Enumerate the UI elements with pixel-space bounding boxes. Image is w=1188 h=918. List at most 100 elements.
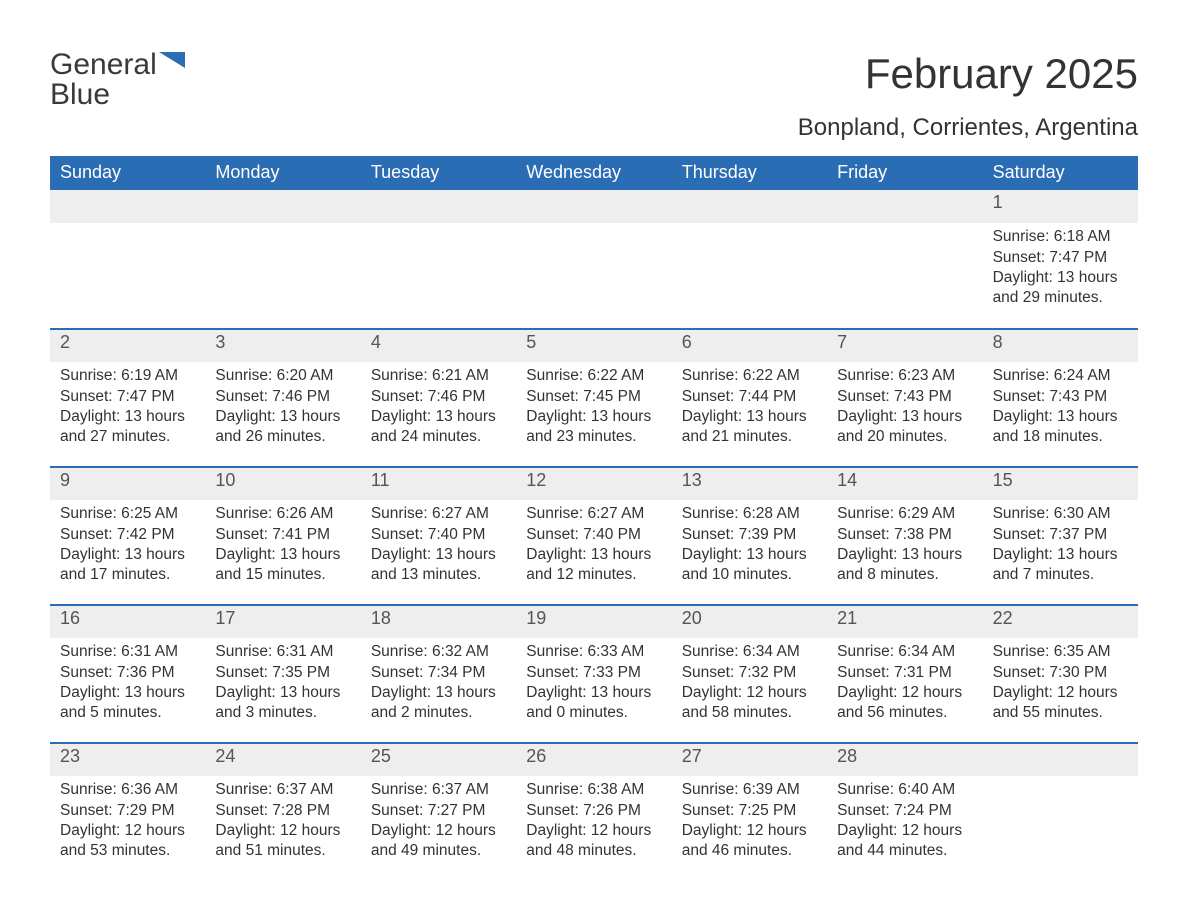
day-sunset: Sunset: 7:27 PM: [371, 801, 506, 821]
day-daylight1: Daylight: 13 hours: [215, 545, 350, 565]
day-number: [672, 190, 827, 223]
day-sunrise: Sunrise: 6:24 AM: [993, 366, 1128, 386]
day-cell: Sunrise: 6:33 AMSunset: 7:33 PMDaylight:…: [516, 638, 671, 738]
day-number: 3: [205, 330, 360, 362]
day-number: 24: [205, 744, 360, 776]
day-number: [827, 190, 982, 223]
day-daylight2: and 51 minutes.: [215, 841, 350, 861]
day-sunset: Sunset: 7:40 PM: [526, 525, 661, 545]
day-daylight1: Daylight: 13 hours: [993, 268, 1128, 288]
day-sunset: Sunset: 7:31 PM: [837, 663, 972, 683]
day-cell: [205, 223, 360, 324]
day-daylight1: Daylight: 13 hours: [526, 407, 661, 427]
day-sunset: Sunset: 7:47 PM: [60, 387, 195, 407]
day-number: 12: [516, 468, 671, 500]
day-daylight1: Daylight: 12 hours: [526, 821, 661, 841]
day-cell: Sunrise: 6:28 AMSunset: 7:39 PMDaylight:…: [672, 500, 827, 600]
day-sunrise: Sunrise: 6:20 AM: [215, 366, 350, 386]
day-number: 8: [983, 330, 1138, 362]
weeks-container: 1Sunrise: 6:18 AMSunset: 7:47 PMDaylight…: [50, 190, 1138, 876]
day-number: 19: [516, 606, 671, 638]
day-cell: Sunrise: 6:24 AMSunset: 7:43 PMDaylight:…: [983, 362, 1138, 462]
day-number: 17: [205, 606, 360, 638]
day-daylight1: Daylight: 12 hours: [682, 683, 817, 703]
day-sunrise: Sunrise: 6:31 AM: [215, 642, 350, 662]
day-daylight1: Daylight: 13 hours: [682, 545, 817, 565]
day-number: 4: [361, 330, 516, 362]
day-daylight2: and 3 minutes.: [215, 703, 350, 723]
day-daylight2: and 7 minutes.: [993, 565, 1128, 585]
day-daylight1: Daylight: 13 hours: [993, 407, 1128, 427]
day-sunset: Sunset: 7:37 PM: [993, 525, 1128, 545]
day-cell: Sunrise: 6:25 AMSunset: 7:42 PMDaylight:…: [50, 500, 205, 600]
day-number: [205, 190, 360, 223]
day-cell: [827, 223, 982, 324]
day-daylight1: Daylight: 13 hours: [371, 683, 506, 703]
day-sunset: Sunset: 7:45 PM: [526, 387, 661, 407]
day-cell: Sunrise: 6:31 AMSunset: 7:35 PMDaylight:…: [205, 638, 360, 738]
day-daylight2: and 27 minutes.: [60, 427, 195, 447]
day-sunset: Sunset: 7:32 PM: [682, 663, 817, 683]
day-daylight1: Daylight: 12 hours: [993, 683, 1128, 703]
day-sunset: Sunset: 7:39 PM: [682, 525, 817, 545]
day-number: 21: [827, 606, 982, 638]
day-sunrise: Sunrise: 6:29 AM: [837, 504, 972, 524]
day-daylight1: Daylight: 13 hours: [837, 407, 972, 427]
day-sunset: Sunset: 7:43 PM: [837, 387, 972, 407]
day-sunrise: Sunrise: 6:31 AM: [60, 642, 195, 662]
day-sunset: Sunset: 7:34 PM: [371, 663, 506, 683]
day-number: [50, 190, 205, 223]
daynum-strip: 2345678: [50, 330, 1138, 362]
day-number: 22: [983, 606, 1138, 638]
day-daylight2: and 26 minutes.: [215, 427, 350, 447]
day-sunrise: Sunrise: 6:27 AM: [526, 504, 661, 524]
daynum-strip: 1: [50, 190, 1138, 223]
day-sunset: Sunset: 7:30 PM: [993, 663, 1128, 683]
dow-tuesday: Tuesday: [361, 156, 516, 190]
day-sunset: Sunset: 7:26 PM: [526, 801, 661, 821]
day-cell: Sunrise: 6:37 AMSunset: 7:27 PMDaylight:…: [361, 776, 516, 876]
day-sunset: Sunset: 7:47 PM: [993, 248, 1128, 268]
day-cell: Sunrise: 6:27 AMSunset: 7:40 PMDaylight:…: [516, 500, 671, 600]
day-daylight2: and 10 minutes.: [682, 565, 817, 585]
day-sunset: Sunset: 7:40 PM: [371, 525, 506, 545]
day-sunrise: Sunrise: 6:37 AM: [215, 780, 350, 800]
day-daylight1: Daylight: 13 hours: [371, 407, 506, 427]
day-daylight2: and 2 minutes.: [371, 703, 506, 723]
day-sunrise: Sunrise: 6:36 AM: [60, 780, 195, 800]
day-sunrise: Sunrise: 6:28 AM: [682, 504, 817, 524]
day-cell: Sunrise: 6:27 AMSunset: 7:40 PMDaylight:…: [361, 500, 516, 600]
day-daylight2: and 20 minutes.: [837, 427, 972, 447]
day-sunrise: Sunrise: 6:18 AM: [993, 227, 1128, 247]
location-subtitle: Bonpland, Corrientes, Argentina: [50, 114, 1138, 142]
day-sunset: Sunset: 7:24 PM: [837, 801, 972, 821]
day-cell: [516, 223, 671, 324]
day-sunrise: Sunrise: 6:40 AM: [837, 780, 972, 800]
day-sunset: Sunset: 7:41 PM: [215, 525, 350, 545]
dow-thursday: Thursday: [672, 156, 827, 190]
day-daylight2: and 46 minutes.: [682, 841, 817, 861]
day-sunset: Sunset: 7:35 PM: [215, 663, 350, 683]
day-sunrise: Sunrise: 6:26 AM: [215, 504, 350, 524]
day-daylight2: and 8 minutes.: [837, 565, 972, 585]
day-of-week-header: Sunday Monday Tuesday Wednesday Thursday…: [50, 156, 1138, 190]
day-daylight2: and 13 minutes.: [371, 565, 506, 585]
day-daylight1: Daylight: 13 hours: [526, 545, 661, 565]
day-cell: Sunrise: 6:20 AMSunset: 7:46 PMDaylight:…: [205, 362, 360, 462]
logo-flag-icon: [159, 50, 191, 79]
day-cell: Sunrise: 6:22 AMSunset: 7:45 PMDaylight:…: [516, 362, 671, 462]
day-number: 18: [361, 606, 516, 638]
day-sunset: Sunset: 7:42 PM: [60, 525, 195, 545]
day-number: 9: [50, 468, 205, 500]
day-sunrise: Sunrise: 6:22 AM: [682, 366, 817, 386]
day-cell: Sunrise: 6:36 AMSunset: 7:29 PMDaylight:…: [50, 776, 205, 876]
day-daylight1: Daylight: 13 hours: [60, 407, 195, 427]
daynum-strip: 16171819202122: [50, 606, 1138, 638]
day-number: 5: [516, 330, 671, 362]
day-cell: Sunrise: 6:34 AMSunset: 7:32 PMDaylight:…: [672, 638, 827, 738]
day-number: 13: [672, 468, 827, 500]
day-daylight2: and 21 minutes.: [682, 427, 817, 447]
day-cell: Sunrise: 6:40 AMSunset: 7:24 PMDaylight:…: [827, 776, 982, 876]
day-sunrise: Sunrise: 6:34 AM: [837, 642, 972, 662]
day-sunrise: Sunrise: 6:23 AM: [837, 366, 972, 386]
